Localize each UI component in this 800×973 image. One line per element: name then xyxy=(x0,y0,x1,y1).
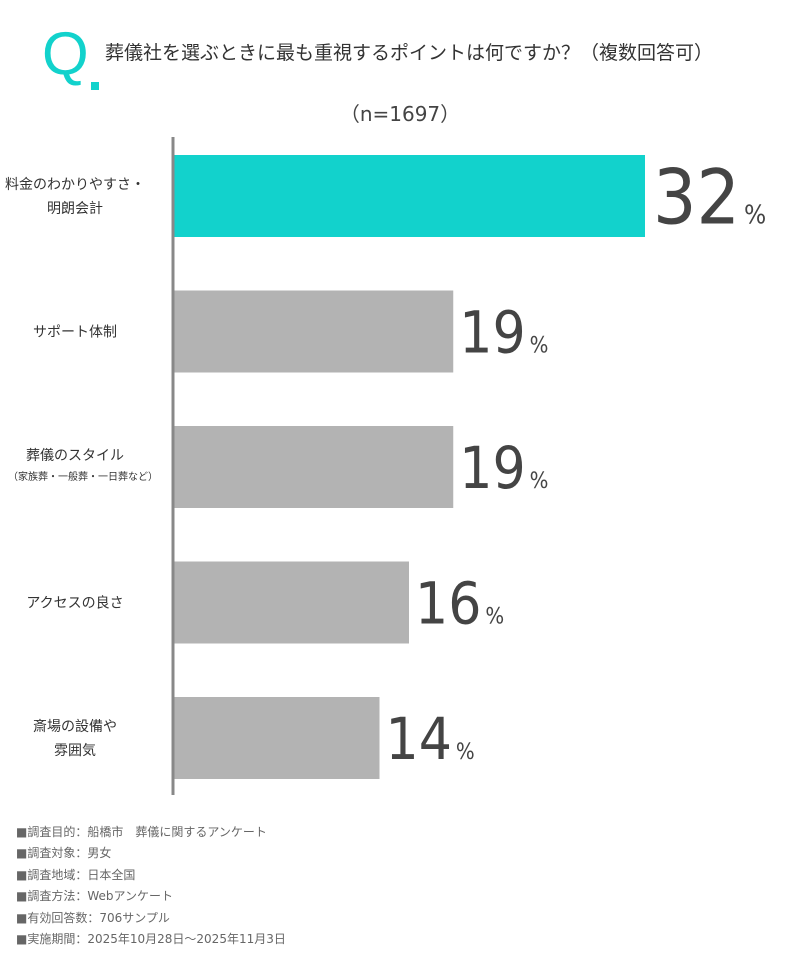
value-label-2: 19% xyxy=(459,298,548,366)
value-label-5: 14% xyxy=(386,705,475,773)
value-label-3: 19% xyxy=(459,434,548,502)
category-label-2: サポート体制 xyxy=(33,325,117,341)
value-number: 19 xyxy=(459,434,525,502)
sample-size: （n=1697） xyxy=(339,102,461,126)
footer-region: ■調査地域：日本全国 xyxy=(16,867,136,882)
value-unit: % xyxy=(456,740,475,765)
category-label-5: 斎場の設備や xyxy=(33,718,117,735)
bar-2 xyxy=(173,290,454,373)
value-unit: % xyxy=(530,469,549,494)
value-label-4: 16% xyxy=(415,569,504,637)
bar-4 xyxy=(173,561,409,644)
category-label-1: 料金のわかりやすさ・ xyxy=(5,177,145,193)
footer-method: ■調査方法：Webアンケート xyxy=(16,889,174,904)
category-label-4: アクセスの良さ xyxy=(26,596,123,612)
value-number: 32 xyxy=(653,152,740,241)
category-label-5: 雰囲気 xyxy=(54,743,96,759)
question-header: Q 葬儀社を選ぶときに最も重視するポイントは何ですか？（複数回答可） xyxy=(42,20,782,90)
footer-purpose: ■調査目的：船橋市 葬儀に関するアンケート xyxy=(16,825,267,839)
footer-target: ■調査対象：男女 xyxy=(16,846,112,861)
survey-footer: ■調査目的：船橋市 葬儀に関するアンケート ■調査対象：男女 ■調査地域：日本全… xyxy=(16,822,286,950)
bar-5 xyxy=(173,697,380,779)
chart-title: 葬儀社を選ぶときに最も重視するポイントは何ですか？（複数回答可） xyxy=(105,42,714,64)
value-label-1: 32% xyxy=(653,152,766,241)
bar-chart: 32 % 料金のわかりやすさ・明朗会計 19 % サポート体制 19 % 葬儀のスタイル （家族葬… xyxy=(5,137,766,795)
value-unit: % xyxy=(485,604,504,629)
value-unit: % xyxy=(744,200,766,230)
footer-period: ■実施期間：2025年10月28日〜2025年11月3日 xyxy=(16,932,286,947)
bar-3 xyxy=(173,426,454,508)
category-label-1: 明朗会計 xyxy=(47,201,103,217)
bar-1 xyxy=(173,155,645,237)
value-number: 14 xyxy=(386,705,452,773)
question-mark-icon: Q xyxy=(42,20,89,87)
value-unit: % xyxy=(530,333,549,358)
category-label-3: 葬儀のスタイル xyxy=(26,448,124,464)
category-sublabel-3: （家族葬・一般葬・一日葬など） xyxy=(8,470,158,483)
question-mark-dot xyxy=(91,82,99,90)
value-number: 16 xyxy=(415,569,481,637)
footer-sample-count: ■有効回答数：706サンプル xyxy=(16,910,170,925)
value-number: 19 xyxy=(459,298,525,366)
